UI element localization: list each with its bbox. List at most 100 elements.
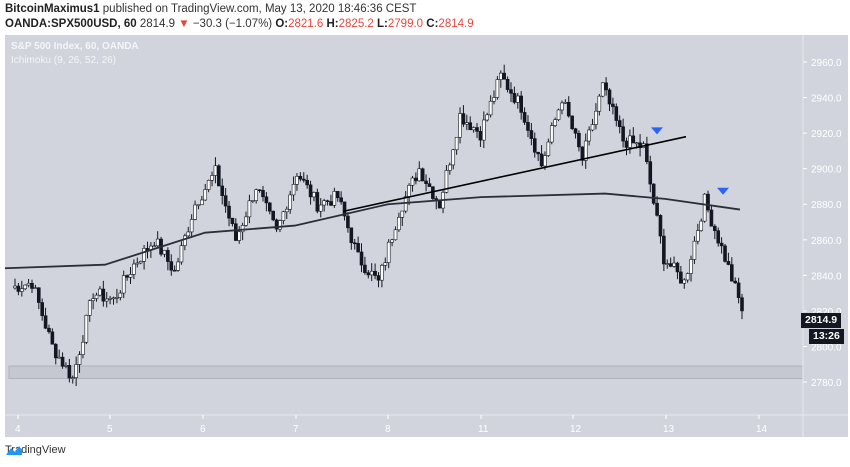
candle [519, 95, 523, 113]
candle [597, 95, 602, 112]
high-label: H: [326, 18, 339, 30]
candle [645, 143, 649, 162]
candle [135, 262, 140, 265]
candle [359, 251, 364, 266]
candle [36, 287, 41, 303]
candle [420, 168, 425, 182]
candle [254, 189, 259, 201]
time-tick-label: 14 [756, 424, 768, 435]
candle [699, 220, 704, 231]
candle [257, 189, 262, 192]
candle [614, 106, 619, 121]
candle [237, 231, 242, 241]
ichimoku-line [5, 192, 741, 270]
candle [349, 227, 354, 244]
candle [526, 122, 530, 131]
candle [318, 204, 323, 212]
time-tick-label: 13 [663, 424, 675, 435]
low-label: L: [377, 18, 388, 30]
candle [590, 124, 595, 131]
candle [543, 155, 547, 167]
price-tick-label: 2860.0 [811, 236, 842, 247]
candle [451, 149, 456, 166]
candle [376, 275, 381, 281]
candle [580, 146, 585, 161]
candle [77, 354, 82, 365]
candle [305, 179, 309, 186]
countdown-tag: 13:26 [809, 329, 844, 344]
candle [685, 273, 690, 281]
candle [244, 216, 248, 226]
high-value: 2825.2 [338, 18, 374, 30]
candle [560, 102, 564, 111]
legend-indicator[interactable]: Ichimoku (9, 26, 52, 26) [11, 55, 117, 66]
candle [206, 180, 211, 190]
candle [196, 204, 201, 207]
candle [152, 245, 157, 248]
candle [631, 135, 636, 144]
candle [716, 230, 721, 244]
candle [179, 245, 184, 263]
candle [617, 120, 622, 127]
candle [651, 183, 656, 204]
candle [101, 288, 106, 302]
candle [26, 282, 31, 286]
candle [407, 185, 411, 197]
time-tick-label: 8 [385, 424, 391, 435]
candle [529, 130, 534, 139]
candle [40, 302, 44, 317]
chart-area[interactable]: 2960.0 2940.0 2920.0 2900.0 2880.0 2860.0 2840… [5, 35, 848, 437]
symbol-line: OANDA:SPX500USD, 60 2814.9 ▼ −30.3 (−1.0… [5, 17, 474, 32]
candle [658, 215, 663, 237]
candle [172, 269, 177, 272]
candle [325, 200, 330, 202]
candle [138, 261, 143, 264]
footer-brand[interactable]: TradingView [5, 444, 66, 456]
candle [288, 194, 292, 210]
candle [682, 279, 687, 284]
candle [284, 208, 289, 213]
candle [332, 191, 337, 206]
candle [274, 219, 279, 230]
candle [604, 82, 608, 91]
candle [390, 239, 394, 243]
candle [448, 164, 452, 171]
candle [50, 331, 55, 345]
candle [142, 248, 146, 262]
publisher-name[interactable]: BitcoinMaximus1 [5, 3, 100, 15]
candle [30, 282, 34, 289]
candle [611, 103, 615, 107]
candle [315, 192, 320, 212]
candle [498, 72, 503, 80]
candle [482, 119, 486, 141]
time-tick-label: 6 [200, 424, 206, 435]
candle [706, 193, 710, 211]
price-tick-label: 2840.0 [811, 271, 842, 282]
candle [549, 125, 554, 143]
candle [458, 113, 462, 138]
time-tick-label: 5 [107, 424, 113, 435]
candle [322, 200, 326, 206]
candle [417, 168, 422, 182]
candle [217, 165, 221, 187]
candle [162, 250, 167, 255]
candle [267, 202, 272, 212]
candle [577, 132, 581, 148]
candle [108, 298, 112, 300]
candle [342, 201, 347, 217]
candle [115, 297, 119, 299]
candle [488, 100, 493, 116]
price-chart[interactable]: 2960.0 2940.0 2920.0 2900.0 2880.0 2860.0 2840… [5, 35, 848, 437]
candle [726, 261, 731, 265]
time-tick-label: 11 [478, 424, 489, 435]
candle [638, 142, 642, 149]
candle [111, 297, 116, 300]
candle [410, 177, 415, 186]
candle [600, 82, 605, 97]
candle [594, 110, 598, 125]
candle [400, 210, 405, 218]
candle [692, 240, 697, 260]
candle [70, 377, 75, 379]
time-tick-label: 4 [15, 424, 21, 435]
candle [186, 231, 191, 237]
